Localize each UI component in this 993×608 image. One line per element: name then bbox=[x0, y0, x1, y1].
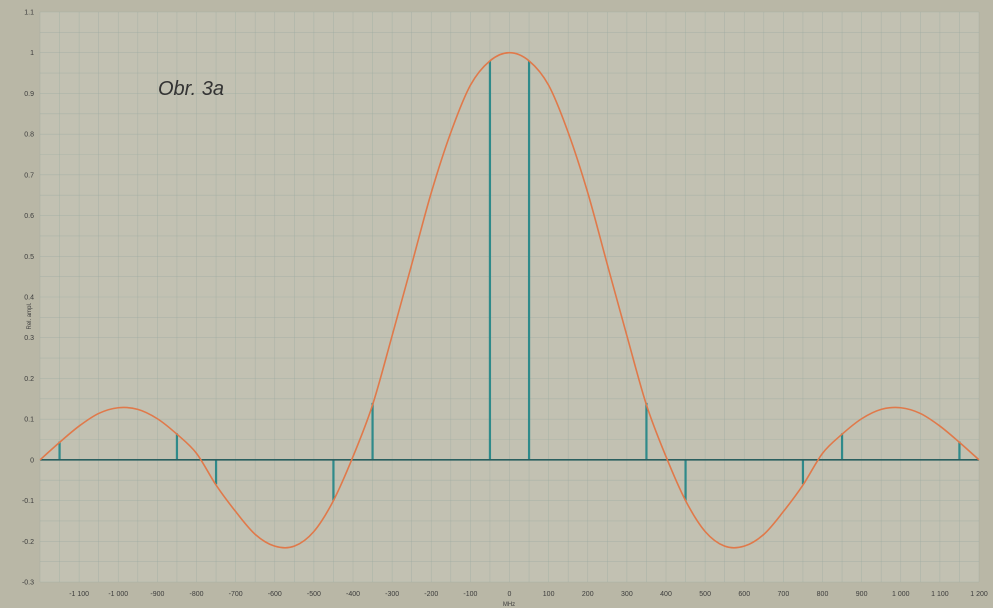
x-tick-label: 400 bbox=[660, 591, 672, 598]
y-tick-label: 0.4 bbox=[24, 295, 34, 302]
y-tick-label: 1 bbox=[30, 50, 34, 57]
y-tick-label: 1.1 bbox=[24, 10, 34, 17]
x-tick-label: -1 000 bbox=[108, 591, 128, 598]
x-tick-label: -100 bbox=[463, 591, 477, 598]
x-axis-label: MHz bbox=[503, 602, 515, 608]
y-tick-label: 0.3 bbox=[24, 335, 34, 342]
x-tick-label: -400 bbox=[346, 591, 360, 598]
x-tick-label: 1 000 bbox=[892, 591, 910, 598]
y-tick-label: -0.3 bbox=[22, 580, 34, 587]
x-tick-label: 800 bbox=[817, 591, 829, 598]
x-tick-label: -600 bbox=[268, 591, 282, 598]
x-tick-label: -800 bbox=[189, 591, 203, 598]
stems bbox=[58, 60, 961, 501]
y-tick-label: 0.9 bbox=[24, 91, 34, 98]
x-tick-label: -1 100 bbox=[69, 591, 89, 598]
series-curve bbox=[39, 51, 980, 549]
y-tick-label: 0.7 bbox=[24, 172, 34, 179]
x-tick-label: 200 bbox=[582, 591, 594, 598]
y-tick-label: 0.5 bbox=[24, 254, 34, 261]
y-tick-label: 0.1 bbox=[24, 417, 34, 424]
y-tick-label: 0 bbox=[30, 457, 34, 464]
y-axis-label: Rel. ampl. bbox=[27, 302, 33, 329]
x-tick-label: 100 bbox=[543, 591, 555, 598]
x-tick-label: 1 200 bbox=[970, 591, 988, 598]
x-tick-label: 900 bbox=[856, 591, 868, 598]
y-tick-label: 0.2 bbox=[24, 376, 34, 383]
y-tick-labels: -0.3 -0.2 -0.1 0 0.1 0.2 0.3 0.4 0.5 0.6 0.7 0.8 0.9… bbox=[22, 10, 34, 587]
x-tick-label: 500 bbox=[699, 591, 711, 598]
x-tick-label: -500 bbox=[307, 591, 321, 598]
y-tick-label: 0.8 bbox=[24, 132, 34, 139]
chart-annotation: Obr. 3a bbox=[158, 78, 224, 100]
x-tick-label: 300 bbox=[621, 591, 633, 598]
x-tick-label: 1 100 bbox=[931, 591, 949, 598]
x-tick-label: 0 bbox=[508, 591, 512, 598]
y-tick-label: -0.2 bbox=[22, 539, 34, 546]
x-tick-label: 600 bbox=[738, 591, 750, 598]
x-tick-labels: -1 100 -1 000 -900 -800 -700 -600 -500 -400 -300… bbox=[69, 591, 988, 598]
x-tick-label: -200 bbox=[424, 591, 438, 598]
grid bbox=[39, 11, 980, 583]
y-tick-label: -0.1 bbox=[22, 498, 34, 505]
x-tick-label: -900 bbox=[150, 591, 164, 598]
x-tick-label: -300 bbox=[385, 591, 399, 598]
x-tick-label: -700 bbox=[229, 591, 243, 598]
x-tick-label: 700 bbox=[778, 591, 790, 598]
y-tick-label: 0.6 bbox=[24, 213, 34, 220]
